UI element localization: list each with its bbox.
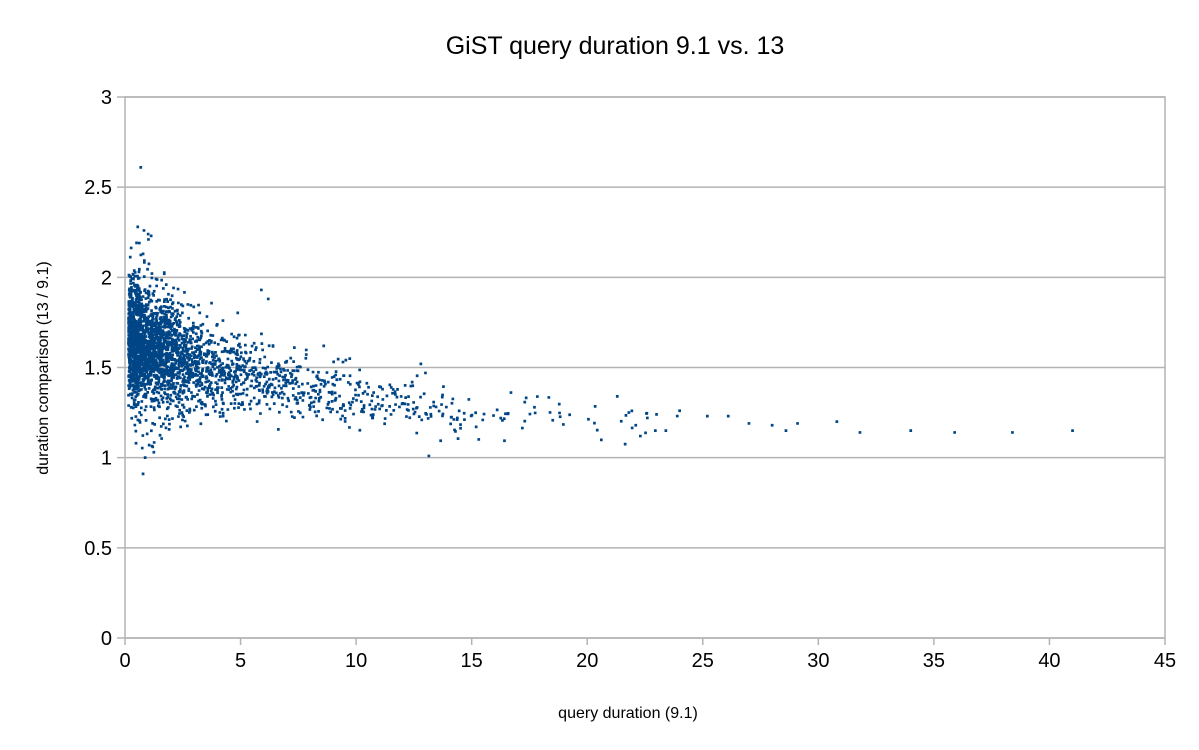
- chart-title: GiST query duration 9.1 vs. 13: [446, 32, 785, 60]
- y-tick-label: 0.5: [84, 538, 112, 560]
- x-tick-label: 45: [1154, 650, 1176, 672]
- x-tick-label: 20: [576, 650, 598, 672]
- x-axis-tick-labels: 0 5 10 15 20 25 30 35 40 45: [119, 650, 1176, 672]
- x-tick-label: 40: [1038, 650, 1060, 672]
- y-tick-label: 3: [101, 87, 112, 109]
- y-tick-label: 1: [101, 448, 112, 470]
- x-tick-label: 30: [807, 650, 829, 672]
- gridlines: [125, 96, 1165, 639]
- x-tick-label: 25: [692, 650, 714, 672]
- x-tick-label: 5: [235, 650, 246, 672]
- data-points: [127, 166, 1074, 476]
- y-tick-label: 0: [101, 628, 112, 650]
- y-axis-tick-labels: 0 0.5 1 1.5 2 2.5 3: [84, 87, 112, 650]
- x-tick-label: 15: [461, 650, 483, 672]
- y-tick-label: 2.5: [84, 177, 112, 199]
- y-tick-label: 2: [101, 267, 112, 289]
- x-tick-label: 35: [923, 650, 945, 672]
- x-tick-label: 10: [345, 650, 367, 672]
- y-axis-title: duration comparison (13 / 9.1): [35, 261, 52, 474]
- axis-ticks: [117, 96, 1166, 645]
- y-tick-label: 1.5: [84, 358, 112, 380]
- x-tick-label: 0: [119, 650, 130, 672]
- x-axis-title: query duration (9.1): [558, 705, 698, 722]
